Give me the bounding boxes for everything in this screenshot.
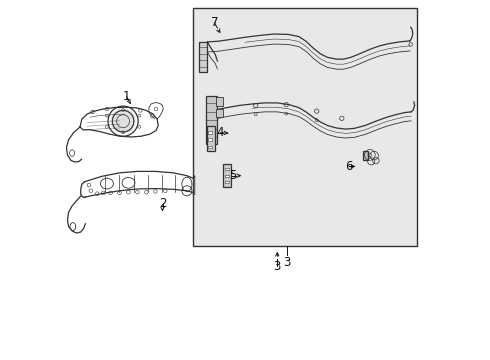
Circle shape [111, 109, 136, 134]
Text: 7: 7 [211, 17, 218, 30]
Text: 4: 4 [217, 126, 224, 139]
Bar [199, 42, 207, 72]
Bar [208, 145, 212, 148]
Bar [207, 126, 215, 150]
Text: 2: 2 [159, 197, 166, 210]
Text: 3: 3 [283, 256, 291, 269]
Text: 5: 5 [229, 169, 236, 182]
Bar [224, 168, 229, 170]
Bar [193, 8, 417, 246]
Bar [216, 109, 223, 117]
Bar [224, 175, 229, 177]
Text: 1: 1 [123, 90, 130, 103]
Bar [206, 96, 217, 144]
Text: 3: 3 [273, 260, 281, 273]
Text: 6: 6 [345, 160, 353, 173]
Bar [364, 151, 368, 160]
Bar [224, 181, 229, 183]
Bar [223, 164, 231, 187]
Bar [208, 138, 212, 141]
Bar [208, 131, 212, 134]
Bar [216, 97, 223, 106]
